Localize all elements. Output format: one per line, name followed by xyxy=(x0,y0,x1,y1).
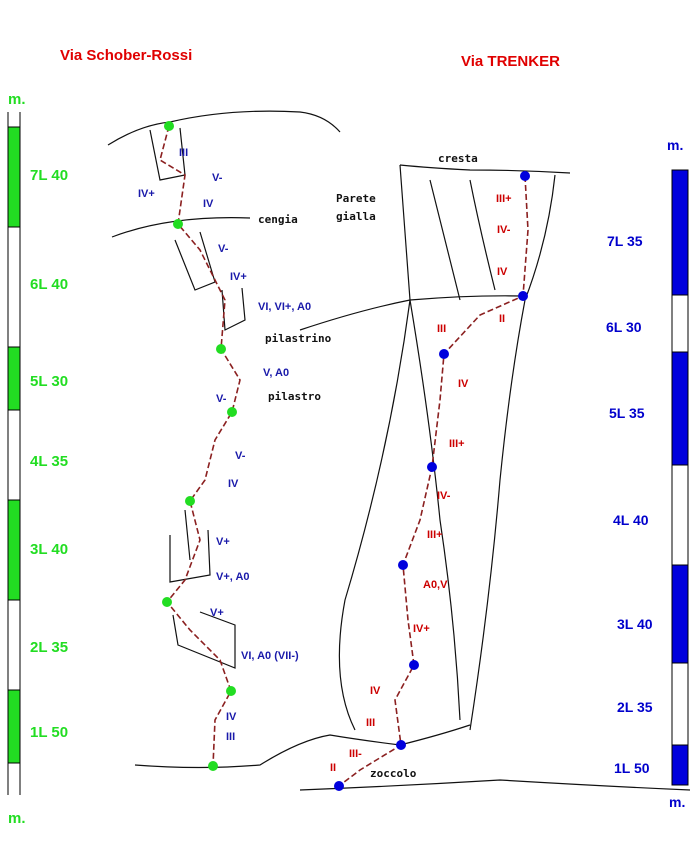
belay xyxy=(227,407,237,417)
belay xyxy=(185,496,195,506)
grade: III+ xyxy=(496,193,512,205)
belay xyxy=(162,597,172,607)
belay xyxy=(208,761,218,771)
labels: Via Schober-Rossi Via TRENKER m. m. m. m. 7L 4… xyxy=(8,47,685,827)
pitch-label: 5L 35 xyxy=(609,405,645,421)
pitch-label: 3L 40 xyxy=(617,616,653,632)
belay xyxy=(398,560,408,570)
feature-label: cresta xyxy=(438,152,478,165)
feature-label: cengia xyxy=(258,213,298,226)
grade: V, A0 xyxy=(263,367,289,379)
grade: V- xyxy=(212,172,223,184)
unit: m. xyxy=(8,91,26,108)
grade: IV- xyxy=(497,224,511,236)
grade: V+, A0 xyxy=(216,571,250,583)
left-scale xyxy=(7,112,21,795)
belays xyxy=(162,121,530,791)
pitch-label: 4L 40 xyxy=(613,512,649,528)
grade: VI, VI+, A0 xyxy=(258,301,311,313)
pitch-label: 5L 30 xyxy=(30,373,68,390)
grade: IV xyxy=(370,685,381,697)
feature-label: zoccolo xyxy=(370,767,417,780)
pitch-label: 2L 35 xyxy=(30,639,68,656)
grade: III xyxy=(437,323,446,335)
pitch-label: 6L 30 xyxy=(606,319,642,335)
grade: V- xyxy=(216,393,227,405)
right-route-line xyxy=(338,175,529,787)
feature-label: gialla xyxy=(336,210,376,223)
belay xyxy=(518,291,528,301)
grade: V+ xyxy=(216,536,230,548)
grade: III xyxy=(226,731,235,743)
grade: IV xyxy=(497,266,508,278)
grade: II xyxy=(330,762,336,774)
rock-face xyxy=(107,110,691,791)
unit: m. xyxy=(669,794,685,810)
pitch-label: 3L 40 xyxy=(30,541,68,558)
belay xyxy=(334,781,344,791)
pitch-label: 2L 35 xyxy=(617,699,653,715)
belay xyxy=(427,462,437,472)
belay xyxy=(520,171,530,181)
feature-label: Parete xyxy=(336,192,376,205)
grade: V- xyxy=(218,243,229,255)
feature-label: pilastro xyxy=(268,390,321,403)
belay xyxy=(173,219,183,229)
belay xyxy=(216,344,226,354)
grade: IV xyxy=(458,378,469,390)
grade: IV- xyxy=(437,490,451,502)
right-scale xyxy=(671,169,689,786)
belay xyxy=(396,740,406,750)
pitch-label: 7L 40 xyxy=(30,167,68,184)
pitch-label: 1L 50 xyxy=(30,724,68,741)
pitch-label: 4L 35 xyxy=(30,453,68,470)
grade: IV+ xyxy=(138,188,155,200)
grade: III- xyxy=(349,748,362,760)
grade: II xyxy=(499,313,505,325)
pitch-label: 1L 50 xyxy=(614,760,650,776)
grade: III+ xyxy=(449,438,465,450)
grade: A0,V xyxy=(423,579,448,591)
left-route-line xyxy=(159,125,241,767)
grade: VI, A0 (VII-) xyxy=(241,650,299,662)
pitch-label: 7L 35 xyxy=(607,233,643,249)
pitch-label: 6L 40 xyxy=(30,276,68,293)
belay xyxy=(164,121,174,131)
grade: IV xyxy=(203,198,214,210)
grade: IV xyxy=(226,711,237,723)
unit: m. xyxy=(667,137,683,153)
grade: IV xyxy=(228,478,239,490)
feature-label: pilastrino xyxy=(265,332,332,345)
route-title: Via Schober-Rossi xyxy=(60,47,192,64)
belay xyxy=(409,660,419,670)
grade: IV+ xyxy=(413,623,430,635)
belay xyxy=(226,686,236,696)
grade: III xyxy=(179,147,188,159)
grade: V+ xyxy=(210,607,224,619)
grade: III xyxy=(366,717,375,729)
grade: V- xyxy=(235,450,246,462)
route-title: Via TRENKER xyxy=(461,53,560,70)
grade: IV+ xyxy=(230,271,247,283)
unit: m. xyxy=(8,810,26,827)
grade: III+ xyxy=(427,529,443,541)
belay xyxy=(439,349,449,359)
